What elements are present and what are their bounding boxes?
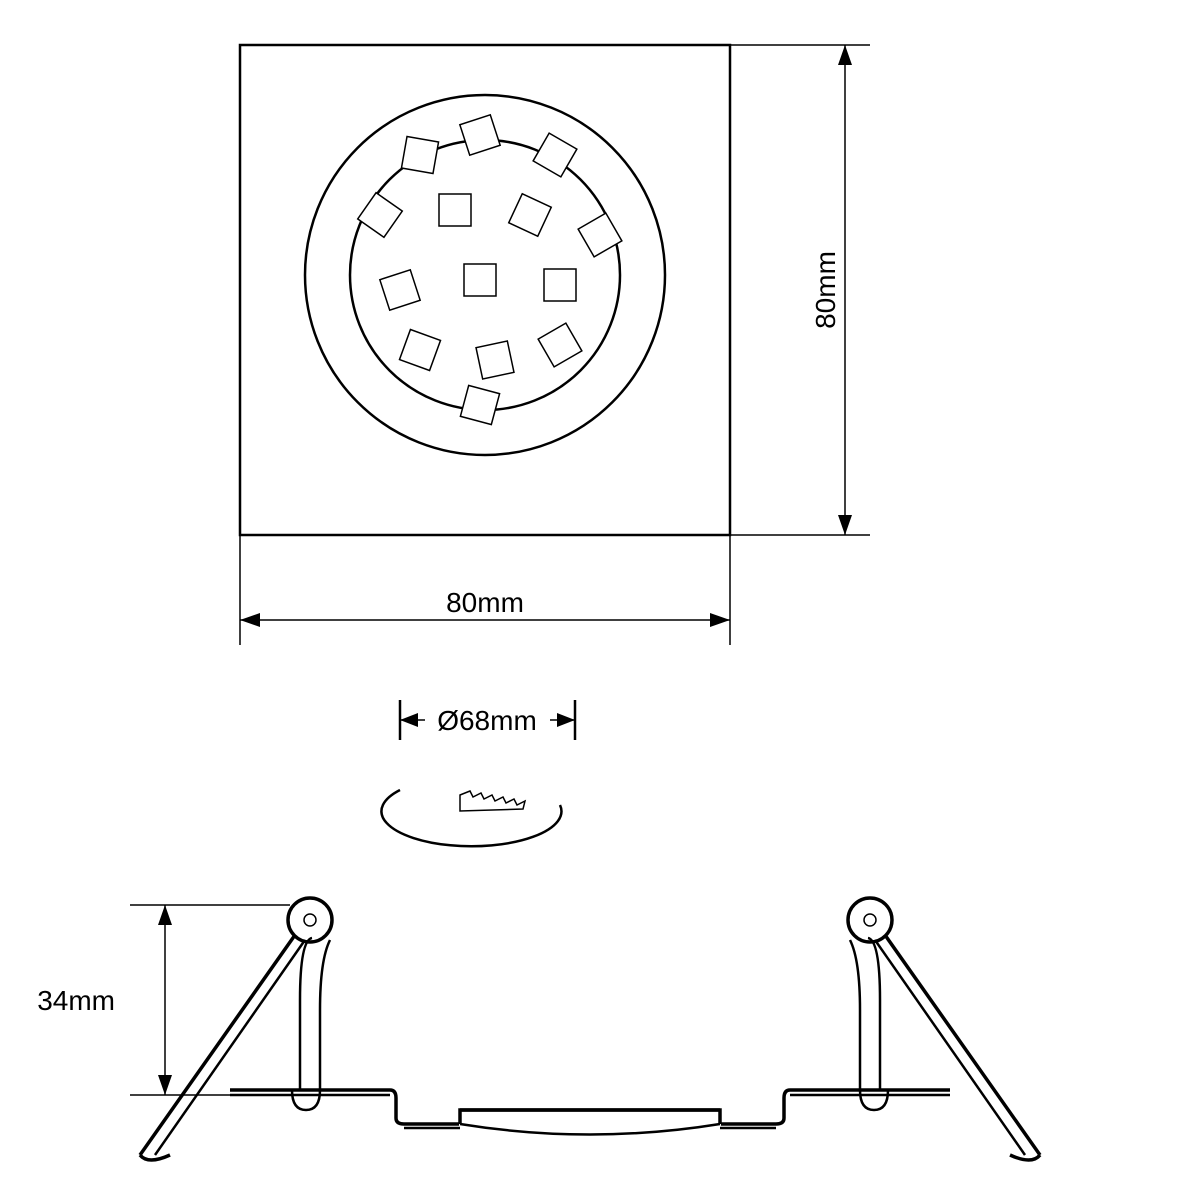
cutout-view: Ø68mm: [381, 700, 575, 846]
dimension-depth-label: 34mm: [37, 985, 115, 1016]
cutout-icon: [381, 790, 561, 846]
dimension-depth: 34mm: [37, 905, 290, 1095]
dimension-height-label: 80mm: [810, 251, 841, 329]
fixture-body-left: [140, 898, 590, 1160]
dimension-cutout-label: Ø68mm: [437, 705, 537, 736]
top-view: 80mm 80mm: [240, 45, 870, 645]
side-view: 34mm: [37, 898, 1040, 1160]
lens-arc: [460, 1124, 720, 1135]
dimension-height: 80mm: [730, 45, 870, 535]
dimension-width: 80mm: [240, 535, 730, 645]
dimension-cutout: Ø68mm: [400, 700, 575, 740]
technical-drawing: 80mm 80mm Ø68mm: [0, 0, 1200, 1200]
fixture-body-right: [590, 898, 1040, 1160]
dimension-width-label: 80mm: [446, 587, 524, 618]
